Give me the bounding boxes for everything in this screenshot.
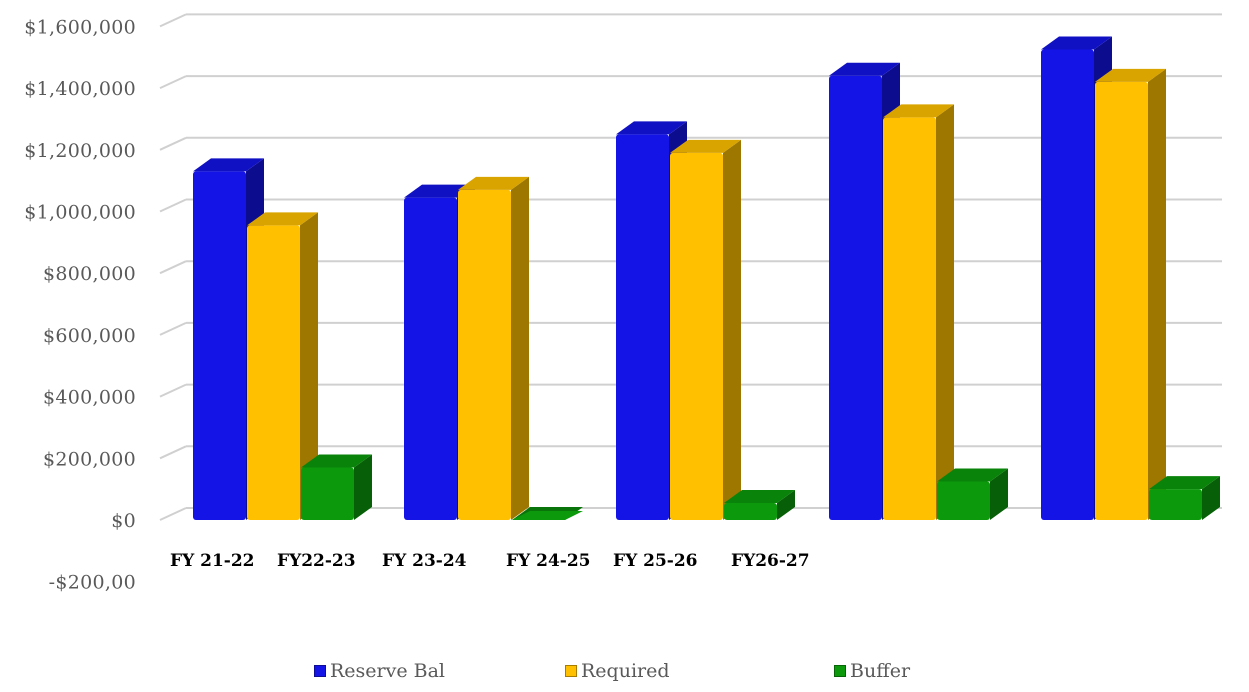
bar-required-3 (883, 104, 954, 520)
x-tick-label: FY 21-22 (170, 551, 255, 571)
gridline-depth (159, 321, 187, 336)
x-axis-tick-labels: FY 21-22 FY22-23 FY 23-24 FY 24-25 FY 25-26 F… (170, 551, 810, 571)
y-axis-tick-labels: $1,600,000 $1,400,000 $1,200,000 $1,000,000… (24, 16, 136, 594)
bar-buffer-4 (1149, 476, 1220, 520)
legend-swatch-required (565, 665, 577, 677)
y-tick-label: $0 (111, 510, 136, 532)
y-tick-label: $1,200,000 (24, 140, 136, 162)
y-tick-label: $1,000,000 (24, 202, 136, 224)
gridline-depth (159, 136, 187, 151)
legend-item-buffer: Buffer (834, 660, 910, 682)
legend-swatch-buffer (834, 665, 846, 677)
legend: Reserve Bal Required Buffer (0, 660, 1249, 690)
legend-label-reserve-bal: Reserve Bal (330, 660, 446, 682)
x-tick-label: FY26-27 (731, 551, 810, 571)
legend-label-required: Required (581, 660, 670, 682)
y-tick-label: $1,400,000 (24, 78, 136, 100)
x-tick-label: FY 23-24 (382, 551, 467, 571)
bar-required-4 (1095, 68, 1166, 521)
bar-buffer-2 (724, 490, 795, 520)
bar-required-0 (247, 212, 318, 520)
gridline-depth (159, 445, 187, 460)
legend-label-buffer: Buffer (850, 660, 911, 682)
bar-required-1 (458, 176, 529, 520)
bars (193, 36, 1220, 521)
bar-buffer-0 (301, 454, 372, 520)
x-tick-label: FY 24-25 (506, 551, 591, 571)
bar-required-2 (670, 139, 741, 520)
bar-buffer-3 (937, 468, 1008, 520)
y-tick-label: $200,000 (43, 448, 136, 470)
y-tick-label: $1,600,000 (24, 16, 136, 38)
x-tick-label: FY 25-26 (613, 551, 698, 571)
y-tick-label: $800,000 (43, 263, 136, 285)
y-tick-label: $400,000 (43, 387, 136, 409)
legend-item-reserve-bal: Reserve Bal (314, 660, 445, 682)
y-tick-label: $600,000 (43, 325, 136, 347)
gridline-depth (159, 198, 187, 213)
gridline-depth (159, 13, 187, 28)
x-tick-label: FY22-23 (277, 551, 356, 571)
legend-swatch-reserve-bal (314, 665, 326, 677)
gridline-depth (159, 75, 187, 90)
gridline-depth (159, 507, 187, 521)
bar-buffer-1 (512, 507, 583, 520)
gridline-depth (159, 260, 187, 275)
y-tick-label: -$200,00 (49, 572, 136, 594)
legend-item-required: Required (565, 660, 670, 682)
gridline-depth (159, 383, 187, 398)
